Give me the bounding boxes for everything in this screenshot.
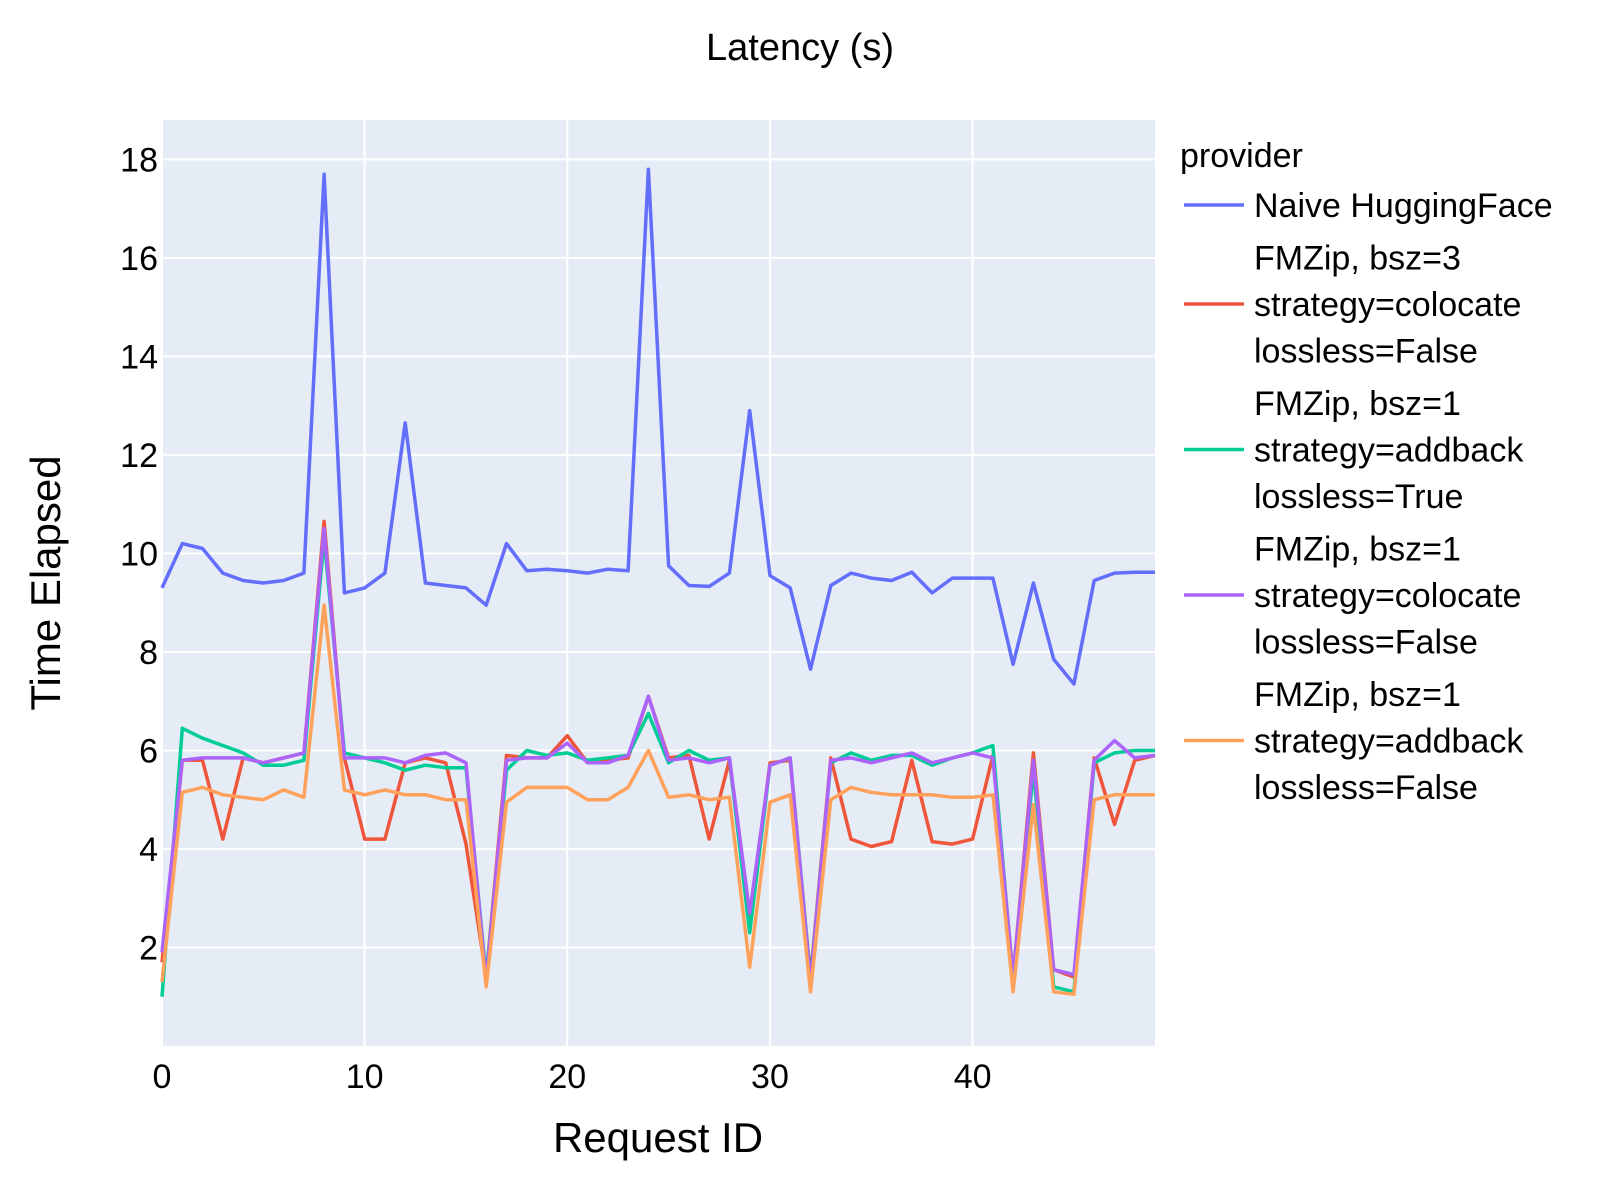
x-tick-label: 30 xyxy=(751,1058,789,1096)
legend: provider Naive HuggingFace FMZip, bsz=3 st… xyxy=(1180,137,1553,807)
legend-label-0: Naive HuggingFace xyxy=(1254,187,1553,225)
y-tick-label: 14 xyxy=(120,338,158,376)
y-tick-label: 8 xyxy=(139,634,158,672)
legend-label-4: lossless=False xyxy=(1254,769,1478,807)
x-tick-label: 10 xyxy=(346,1058,384,1096)
x-tick-label: 40 xyxy=(954,1058,992,1096)
y-tick-label: 6 xyxy=(139,732,158,770)
legend-label-1: strategy=colocate xyxy=(1254,286,1521,324)
chart-title: Latency (s) xyxy=(706,27,894,69)
x-tick-label: 0 xyxy=(153,1058,172,1096)
legend-label-3: strategy=colocate xyxy=(1254,577,1521,615)
x-axis-title: Request ID xyxy=(553,1114,763,1161)
legend-label-2: strategy=addback xyxy=(1254,432,1524,470)
y-tick-label: 18 xyxy=(120,141,158,179)
legend-label-1: FMZip, bsz=3 xyxy=(1254,240,1461,278)
legend-label-3: FMZip, bsz=1 xyxy=(1254,531,1461,569)
series-lines xyxy=(160,167,1156,997)
legend-label-2: FMZip, bsz=1 xyxy=(1254,385,1461,423)
legend-label-3: lossless=False xyxy=(1254,624,1478,662)
legend-label-2: lossless=True xyxy=(1254,478,1463,516)
series-line-4 xyxy=(160,603,1155,997)
y-tick-label: 12 xyxy=(120,437,158,475)
y-axis-title: Time Elapsed xyxy=(22,455,69,710)
legend-label-4: FMZip, bsz=1 xyxy=(1254,676,1461,714)
y-tick-label: 2 xyxy=(139,929,158,967)
x-axis-ticks: 0 10 20 30 40 xyxy=(153,1058,992,1096)
legend-label-1: lossless=False xyxy=(1254,333,1478,371)
y-axis-ticks: 2 4 6 8 10 12 14 16 18 xyxy=(120,141,158,967)
legend-label-4: strategy=addback xyxy=(1254,723,1524,761)
series-line-3 xyxy=(160,527,1156,984)
y-tick-label: 10 xyxy=(120,535,158,573)
y-tick-label: 16 xyxy=(120,240,158,278)
y-tick-label: 4 xyxy=(139,831,158,869)
series-line-0 xyxy=(160,167,1155,686)
x-tick-label: 20 xyxy=(548,1058,586,1096)
legend-title: provider xyxy=(1180,137,1303,175)
